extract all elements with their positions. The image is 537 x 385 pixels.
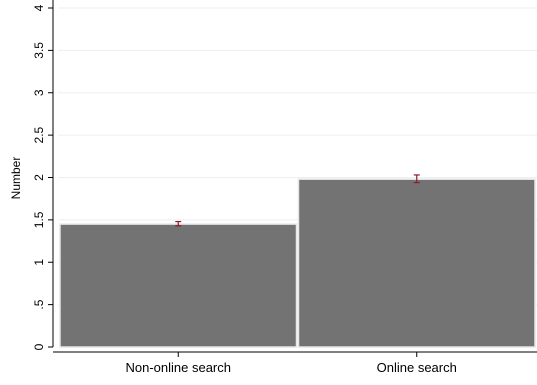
axes xyxy=(52,0,537,353)
y-tick-label: 3 xyxy=(32,89,46,96)
y-tick-label: 4 xyxy=(32,4,46,11)
y-tick-label: .5 xyxy=(32,299,46,309)
y-tick-label: 1.5 xyxy=(32,211,46,228)
bar-1 xyxy=(59,223,298,348)
y-tick-label: 1 xyxy=(32,259,46,266)
error-bar-1 xyxy=(175,220,182,227)
y-tick-label: 2.5 xyxy=(32,126,46,143)
bars xyxy=(59,178,536,348)
y-ticks: 0 .5 1 1.5 2 2.5 3 3.5 4 xyxy=(32,4,53,350)
y-tick-label: 3.5 xyxy=(32,42,46,59)
x-tick-labels: Non-online search Online search xyxy=(125,352,457,375)
y-axis-title: Number xyxy=(9,157,23,200)
y-tick-label: 0 xyxy=(32,343,46,350)
error-bars xyxy=(175,174,420,227)
bar-2 xyxy=(297,178,536,348)
x-tick-label: Non-online search xyxy=(125,360,231,375)
y-tick-label: 2 xyxy=(32,174,46,181)
x-tick-label: Online search xyxy=(377,360,457,375)
error-bar-2 xyxy=(413,174,420,184)
